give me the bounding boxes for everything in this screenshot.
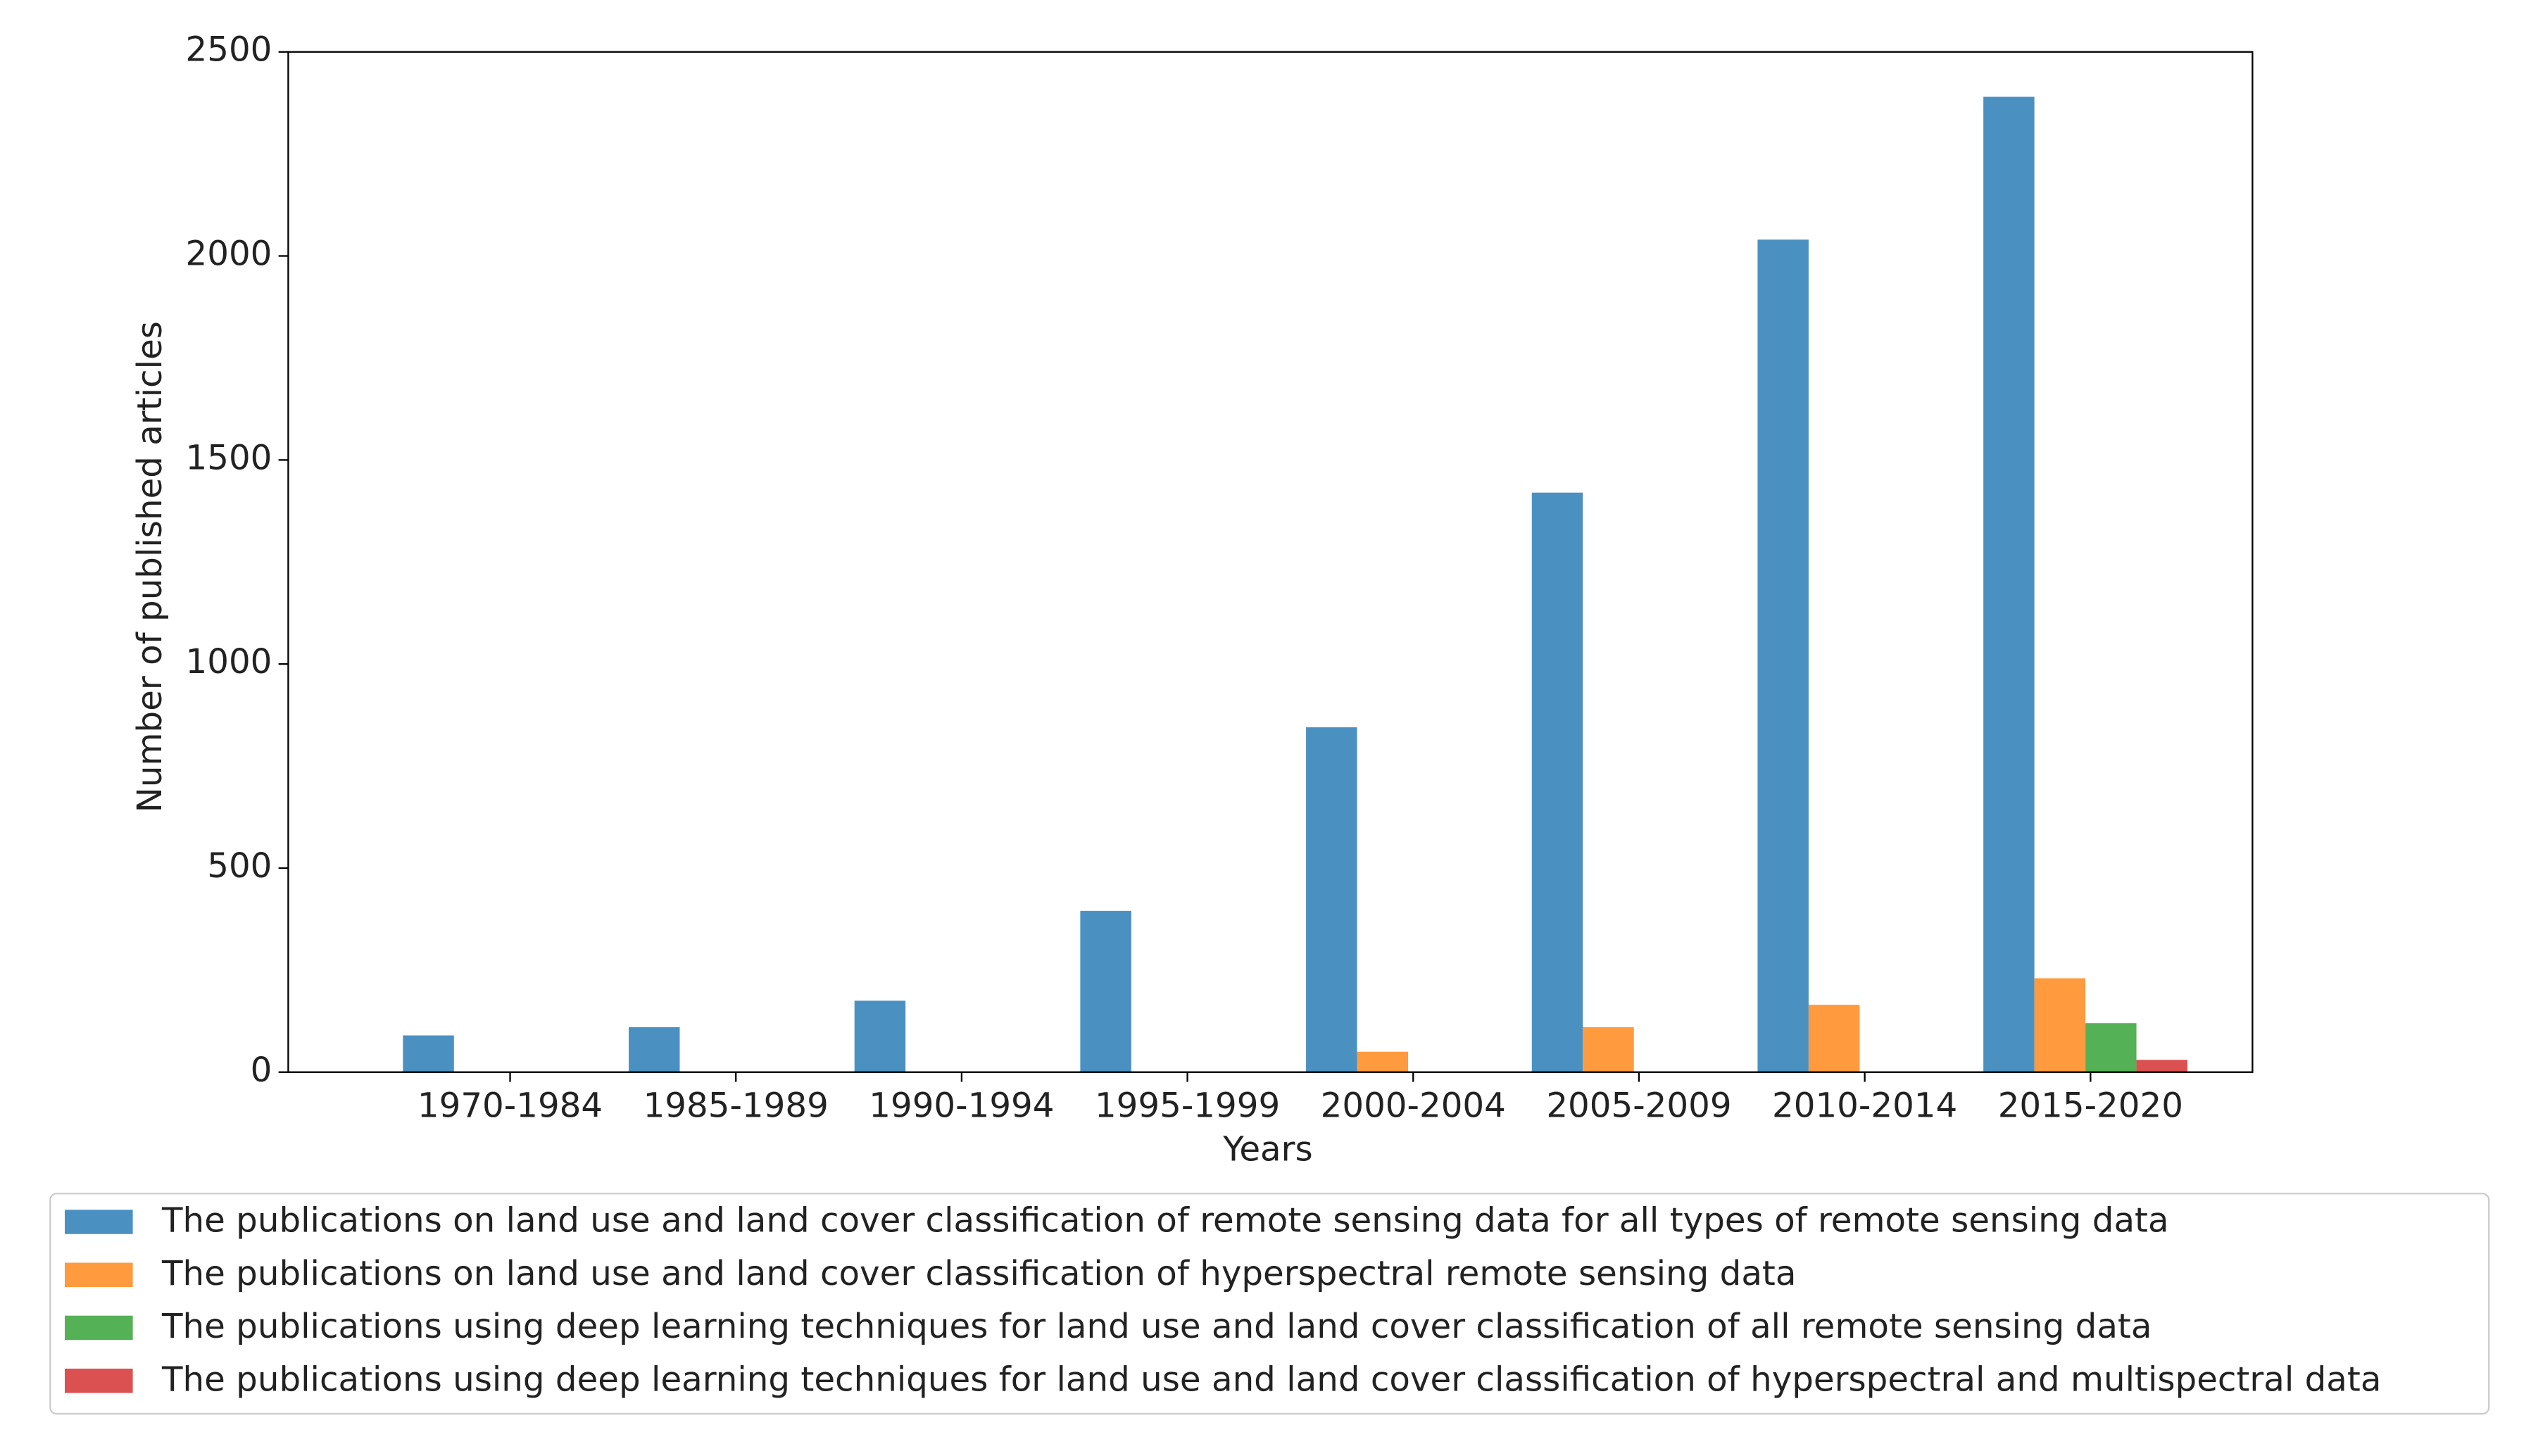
x-tick-label: 2000-2004 xyxy=(1321,1086,1506,1125)
bar xyxy=(2034,978,2086,1072)
plot-frame xyxy=(287,51,2254,1073)
bar xyxy=(629,1027,680,1072)
y-axis-label: Number of published articles xyxy=(130,321,170,812)
x-tick-label: 2010-2014 xyxy=(1772,1086,1957,1125)
legend-label: The publications using deep learning tec… xyxy=(161,1307,2152,1346)
y-tick-label: 2500 xyxy=(185,30,272,70)
y-tick-label: 1500 xyxy=(185,438,272,477)
y-tick-label: 2000 xyxy=(185,234,272,274)
y-tick-label: 500 xyxy=(207,846,272,886)
legend-swatch xyxy=(65,1315,133,1341)
x-tick-label: 2015-2020 xyxy=(1998,1086,2183,1125)
x-tick-label: 2005-2009 xyxy=(1546,1086,1731,1125)
x-tick-label: 1990-1994 xyxy=(869,1086,1054,1125)
bar xyxy=(1757,239,1809,1072)
bar xyxy=(1080,910,1131,1072)
legend-label: The publications on land use and land co… xyxy=(161,1254,1796,1293)
bar xyxy=(2085,1023,2137,1072)
legend-swatch xyxy=(65,1210,133,1234)
bar xyxy=(1531,492,1583,1072)
bar xyxy=(1983,96,2035,1072)
x-axis-label: Years xyxy=(1222,1129,1312,1169)
bar xyxy=(403,1035,454,1072)
legend-box xyxy=(49,1193,2490,1415)
y-tick-label: 1000 xyxy=(185,642,272,682)
x-tick-label: 1995-1999 xyxy=(1095,1086,1280,1125)
legend-swatch xyxy=(65,1262,133,1287)
y-tick-label: 0 xyxy=(251,1050,272,1090)
legend-label: The publications using deep learning tec… xyxy=(161,1360,2381,1399)
x-tick-label: 1985-1989 xyxy=(643,1086,829,1125)
bar xyxy=(1306,727,1357,1072)
bar xyxy=(1808,1005,1860,1072)
legend-swatch xyxy=(65,1368,133,1393)
bar xyxy=(1583,1027,1634,1072)
bar xyxy=(854,1000,906,1072)
bar xyxy=(2136,1060,2188,1072)
x-tick-label: 1970-1984 xyxy=(417,1086,603,1125)
bar xyxy=(1357,1051,1409,1072)
legend-label: The publications on land use and land co… xyxy=(161,1201,2169,1241)
